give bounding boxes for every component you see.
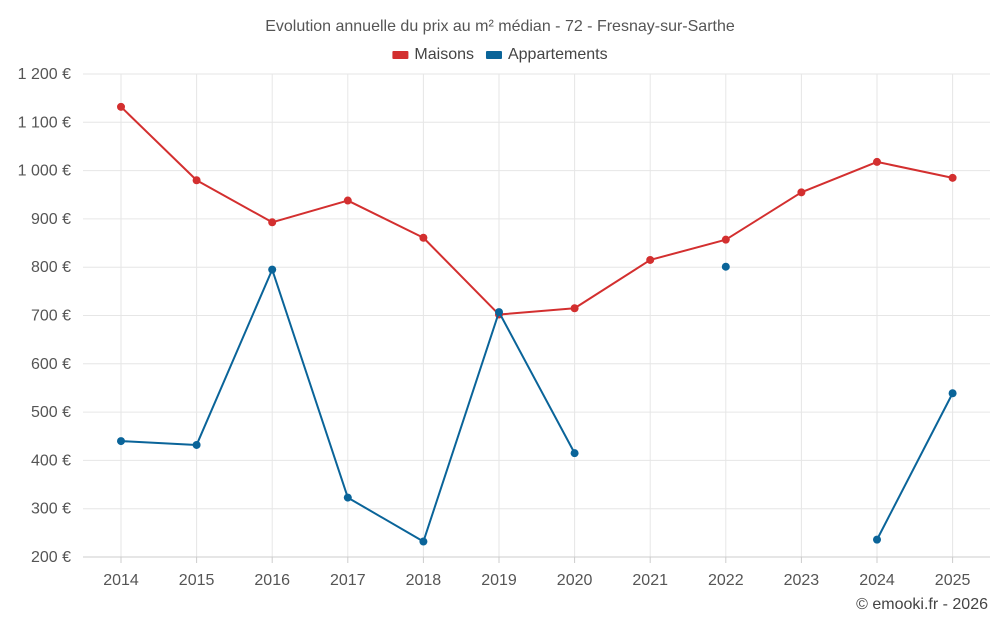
maisons-point-2014[interactable]	[117, 102, 125, 111]
appartements-point-2015[interactable]	[192, 440, 201, 449]
appartements-point-2020[interactable]	[570, 449, 579, 458]
y-tick-label: 1 100 €	[18, 114, 71, 131]
legend-swatch	[485, 51, 502, 59]
series-layer	[117, 102, 957, 546]
x-tick-label: 2017	[330, 572, 366, 589]
x-tick-label: 2018	[406, 572, 442, 589]
chart-title: Evolution annuelle du prix au m² médian …	[265, 18, 735, 35]
appartements-point-2019[interactable]	[495, 308, 503, 317]
appartements-point-2014[interactable]	[117, 437, 125, 446]
x-tick-label: 2024	[859, 572, 895, 589]
y-tick-label: 900 €	[31, 211, 71, 228]
maisons-point-2025[interactable]	[948, 173, 957, 182]
y-tick-label: 800 €	[31, 259, 71, 276]
x-tick-label: 2025	[935, 572, 971, 589]
series-appartements	[117, 262, 957, 546]
maisons-point-2020[interactable]	[570, 304, 579, 313]
y-tick-label: 600 €	[31, 356, 71, 373]
y-tick-label: 300 €	[31, 501, 71, 518]
legend-item-appartements[interactable]: Appartements	[485, 46, 608, 63]
y-tick-label: 500 €	[31, 404, 71, 421]
legend-label: Maisons	[414, 46, 474, 63]
y-tick-label: 400 €	[31, 452, 71, 469]
y-tick-label: 700 €	[31, 308, 71, 325]
x-tick-label: 2021	[632, 572, 668, 589]
series-maisons	[117, 102, 957, 319]
x-tick-label: 2016	[254, 572, 290, 589]
appartements-point-2022[interactable]	[721, 262, 730, 271]
x-tick-label: 2022	[708, 572, 744, 589]
appartements-point-2024[interactable]	[873, 535, 881, 544]
appartements-point-2025[interactable]	[948, 389, 957, 398]
y-tick-label: 1 000 €	[18, 163, 71, 180]
maisons-point-2023[interactable]	[797, 188, 806, 197]
maisons-point-2022[interactable]	[721, 235, 730, 244]
appartements-line-segment	[876, 392, 954, 541]
appartements-point-2016[interactable]	[268, 265, 277, 274]
maisons-point-2024[interactable]	[873, 157, 881, 166]
x-axis: 2014 2015 2016 2017 2018 2019 2020 2021 2022 2023…	[83, 556, 990, 589]
appartements-point-2018[interactable]	[419, 537, 428, 546]
x-tick-label: 2020	[557, 572, 593, 589]
x-tick-label: 2023	[784, 572, 820, 589]
x-tick-label: 2014	[103, 572, 139, 589]
maisons-line-segment	[120, 106, 953, 316]
y-tick-label: 1 200 €	[18, 66, 71, 83]
maisons-point-2017[interactable]	[343, 196, 352, 205]
maisons-point-2016[interactable]	[268, 218, 277, 227]
appartements-point-2017[interactable]	[343, 493, 352, 502]
y-tick-label: 200 €	[31, 549, 71, 566]
x-tick-label: 2015	[179, 572, 215, 589]
maisons-point-2015[interactable]	[192, 176, 201, 185]
x-tick-label: 2019	[481, 572, 517, 589]
legend-item-maisons[interactable]: Maisons	[392, 46, 474, 63]
maisons-point-2018[interactable]	[419, 233, 428, 242]
legend-swatch	[392, 51, 409, 59]
maisons-point-2021[interactable]	[646, 255, 655, 264]
legend-label: Appartements	[508, 46, 608, 63]
legend: Maisons Appartements	[392, 46, 608, 63]
gridlines	[83, 73, 990, 557]
y-axis: 200 € 300 € 400 € 500 € 600 € 700 € 800 € 900 €…	[18, 66, 71, 566]
credit-text: © emooki.fr - 2026	[856, 596, 988, 613]
